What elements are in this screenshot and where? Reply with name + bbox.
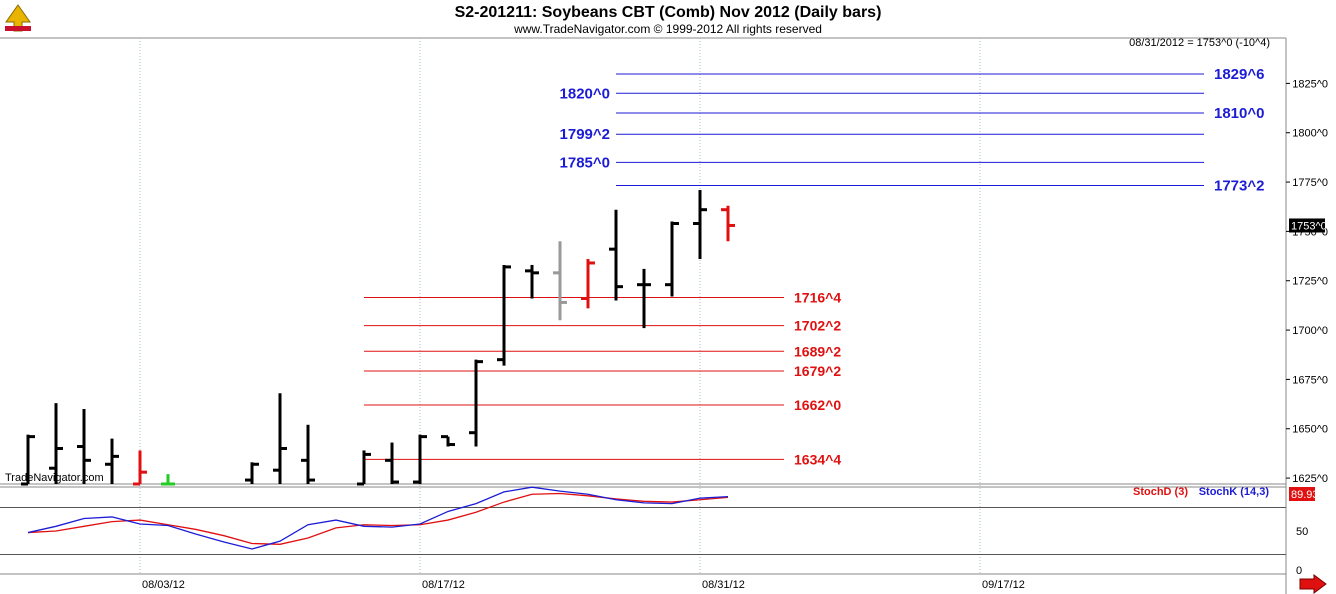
chart-title: S2-201211: Soybeans CBT (Comb) Nov 2012 …	[455, 4, 882, 21]
ohlc-bar	[273, 393, 287, 484]
stoch-value-marker: 89.93	[1289, 487, 1319, 501]
date-axis-label: 08/03/12	[142, 579, 185, 591]
stoch-series-line	[27, 486, 729, 550]
date-axis-label: 08/31/12	[702, 579, 745, 591]
ohlc-bar	[469, 359, 483, 447]
ohlc-bar	[525, 264, 539, 299]
price-axis-label: 1800^0	[1292, 128, 1328, 140]
trade-navigator-logo-icon	[3, 3, 33, 33]
ohlc-bar	[609, 209, 623, 301]
ohlc-bar	[441, 435, 455, 447]
price-panel	[0, 37, 1287, 594]
price-levels: 1829^6 1820^0 1810^0 1799^2 1785^0 1773^2 1716…	[364, 66, 1264, 467]
price-level-label: 1773^2	[1214, 178, 1264, 195]
price-level-label: 1689^2	[794, 343, 841, 359]
copyright-subtitle: www.TradeNavigator.com © 1999-2012 All r…	[513, 22, 822, 36]
ohlc-bar	[301, 424, 315, 484]
ohlc-bar	[357, 450, 371, 486]
ohlc-bar	[553, 241, 567, 321]
ohlc-bar	[497, 264, 511, 366]
price-level-label: 1810^0	[1214, 105, 1264, 122]
watermark: TradeNavigator.com	[5, 472, 104, 484]
date-axis: 08/03/12 08/17/12 08/31/12 09/17/12	[142, 579, 1025, 591]
ohlc-bar	[77, 409, 91, 484]
ohlc-bar	[665, 221, 679, 297]
date-axis-label: 09/17/12	[982, 579, 1025, 591]
ohlc-bar	[637, 268, 651, 329]
price-axis-label: 1675^0	[1292, 374, 1328, 386]
price-axis-label: 1725^0	[1292, 276, 1328, 288]
price-axis-label: 1825^0	[1292, 78, 1328, 90]
stoch-legend-k: StochK (14,3)	[1199, 486, 1270, 498]
ohlc-bar	[21, 434, 35, 486]
stoch-legend-d: StochD (3)	[1133, 486, 1188, 498]
price-level-label: 1799^2	[560, 126, 610, 143]
price-axis-label: 1775^0	[1292, 177, 1328, 189]
stoch-axis-label: 0	[1296, 565, 1302, 577]
ohlc-bar	[49, 403, 63, 484]
stochastic-panel: 0 50 StochD (3) StochK (14,3)	[0, 486, 1308, 577]
last-price-label: 1753^0	[1291, 220, 1327, 232]
price-level-label: 1785^0	[560, 154, 610, 171]
scroll-right-arrow-icon[interactable]	[1299, 574, 1327, 594]
price-level-label: 1634^4	[794, 451, 841, 467]
price-level-label: 1820^0	[560, 85, 610, 102]
ohlc-bar	[581, 259, 595, 309]
date-axis-label: 08/17/12	[422, 579, 465, 591]
ohlc-bar	[245, 462, 259, 484]
ohlc-bar	[385, 442, 399, 484]
price-level-label: 1702^2	[794, 318, 841, 334]
vertical-gridlines	[139, 38, 981, 574]
price-level-label: 1662^0	[794, 397, 841, 413]
ohlc-bar	[721, 205, 735, 242]
ohlc-bar	[105, 438, 119, 484]
price-axis-label: 1700^0	[1292, 325, 1328, 337]
ohlc-bar	[413, 434, 427, 484]
stoch-value-label: 89.93	[1291, 489, 1319, 501]
ohlc-bar	[133, 450, 147, 486]
last-price-marker: 1753^0	[1289, 218, 1327, 233]
ohlc-bar	[693, 189, 707, 260]
stoch-axis-label: 50	[1296, 526, 1308, 538]
ohlc-bar	[161, 474, 175, 486]
price-level-label: 1716^4	[794, 290, 841, 306]
price-axis: 1625^01650^01675^01700^01725^01750^01775…	[1286, 78, 1328, 485]
price-bars	[21, 189, 735, 486]
price-axis-label: 1625^0	[1292, 473, 1328, 485]
status-readout: 08/31/2012 = 1753^0 (-10^4)	[1129, 37, 1270, 49]
price-level-label: 1829^6	[1214, 66, 1264, 83]
price-level-label: 1679^2	[794, 363, 841, 379]
price-axis-label: 1650^0	[1292, 424, 1328, 436]
